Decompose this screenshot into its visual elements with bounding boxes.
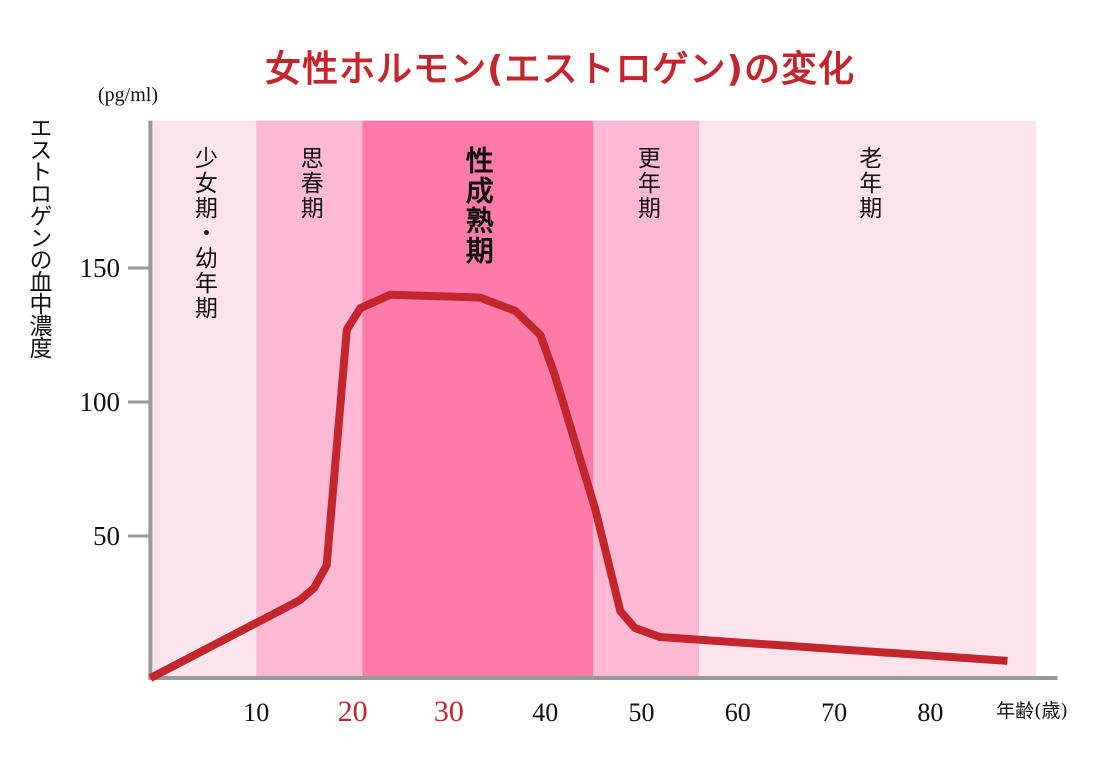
y-tick-label: 100 — [80, 387, 121, 417]
y-tick-label: 50 — [93, 521, 120, 551]
band-label: 性成熟期 — [461, 146, 495, 266]
x-axis-label: 年齢(歳) — [996, 700, 1068, 722]
band-4 — [699, 120, 1037, 679]
y-unit-label: (pg/ml) — [98, 84, 158, 106]
x-tick-label: 70 — [821, 698, 847, 727]
x-tick-label: 30 — [434, 695, 464, 728]
x-tick-label: 50 — [629, 698, 655, 727]
x-tick-label: 60 — [725, 698, 751, 727]
y-tick-label: 150 — [80, 253, 121, 283]
band-label: 少女期・幼年期 — [190, 146, 217, 321]
series-line-0 — [148, 290, 1008, 682]
x-tick-label: 20 — [338, 695, 368, 728]
chart-title: 女性ホルモン(エストロゲン)の変化 — [265, 49, 855, 90]
x-tick-label: 40 — [532, 698, 558, 727]
y-axis-label: エストロゲンの血中濃度 — [25, 116, 51, 358]
band-2 — [362, 120, 594, 679]
band-label: 老年期 — [854, 146, 881, 221]
x-tick-label: 80 — [917, 698, 943, 727]
band-label: 更年期 — [633, 146, 660, 221]
x-tick-label: 10 — [243, 698, 269, 727]
band-label: 思春期 — [296, 146, 323, 221]
band-0 — [150, 120, 257, 679]
